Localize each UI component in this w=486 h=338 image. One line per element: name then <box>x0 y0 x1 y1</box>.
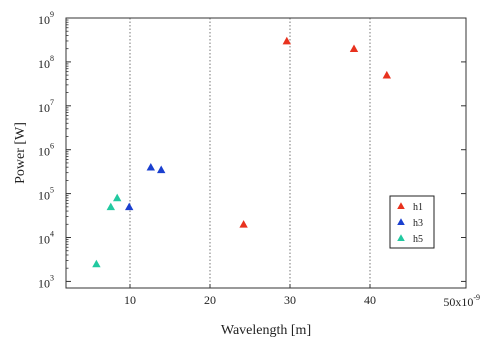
x-tick-label: 40 <box>364 293 376 307</box>
legend: h1 h3 h5 <box>389 195 435 249</box>
data-point-h3 <box>146 162 155 171</box>
legend-label-h5: h5 <box>413 234 423 245</box>
data-point-h5 <box>113 193 122 202</box>
x-tick-label: 30 <box>284 293 296 307</box>
legend-marker-h3 <box>397 218 405 226</box>
legend-label-h1: h1 <box>413 202 423 213</box>
data-point-h1 <box>382 70 391 79</box>
x-tick-label: 10 <box>124 293 136 307</box>
data-point-h3 <box>157 165 166 174</box>
plot-frame <box>65 17 467 289</box>
legend-box <box>389 195 435 249</box>
y-tick-label: 105 <box>38 186 54 203</box>
y-tick-label: 103 <box>38 273 54 290</box>
x-multiplier-label: 50x10-9 <box>443 293 480 309</box>
data-point-h3 <box>125 202 134 211</box>
y-tick-label: 109 <box>38 10 54 27</box>
data-point-h1 <box>239 220 248 228</box>
data-point-h5 <box>106 202 115 211</box>
y-tick-label: 106 <box>38 142 54 159</box>
data-points <box>92 36 391 268</box>
grid-lines <box>129 18 371 288</box>
y-tick-label: 108 <box>38 54 54 71</box>
data-point-h5 <box>92 259 101 268</box>
legend-marker-h5 <box>397 234 405 242</box>
x-axis-ticks: 10 20 30 40 <box>124 284 376 307</box>
y-tick-label: 104 <box>38 230 54 247</box>
y-axis-ticks: 103 104 105 106 107 108 109 <box>38 10 466 290</box>
y-axis-label: Power [W] <box>13 122 28 184</box>
data-point-h1 <box>282 36 291 45</box>
y-tick-label: 107 <box>38 98 54 115</box>
legend-label-h3: h3 <box>413 218 423 229</box>
data-point-h1 <box>349 44 359 53</box>
x-tick-label: 20 <box>204 293 216 307</box>
legend-marker-h1 <box>397 202 405 210</box>
x-axis-label: Wavelength [m] <box>221 323 311 338</box>
